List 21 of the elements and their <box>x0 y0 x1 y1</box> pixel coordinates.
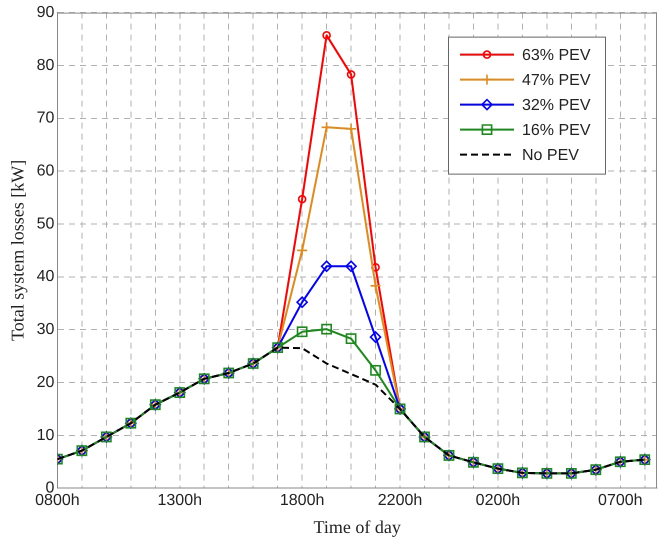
x-tick-label: 2200h <box>378 492 422 510</box>
legend-label: No PEV <box>522 147 580 164</box>
x-tick-label: 0200h <box>476 492 520 510</box>
x-tick-label: 1800h <box>280 492 324 510</box>
x-axis-title: Time of day <box>314 516 401 537</box>
y-tick-label: 10 <box>36 426 54 444</box>
y-tick-label: 80 <box>36 56 54 74</box>
y-tick-label: 90 <box>36 4 54 22</box>
legend-label: 32% PEV <box>522 97 591 114</box>
y-tick-label: 40 <box>36 268 54 286</box>
legend-label: 47% PEV <box>522 72 591 90</box>
x-tick-label: 0700h <box>598 492 643 510</box>
legend-label: 63% PEV <box>522 47 591 64</box>
y-tick-label: 30 <box>36 321 54 338</box>
y-tick-label: 70 <box>36 110 54 127</box>
y-tick-label: 60 <box>36 162 54 180</box>
legend-label: 16% PEV <box>522 122 591 140</box>
y-tick-label: 20 <box>36 374 54 391</box>
y-axis-title: Total system losses [kW] <box>8 160 28 342</box>
y-tick-label: 50 <box>36 215 54 232</box>
x-tick-label: 1300h <box>158 492 202 510</box>
